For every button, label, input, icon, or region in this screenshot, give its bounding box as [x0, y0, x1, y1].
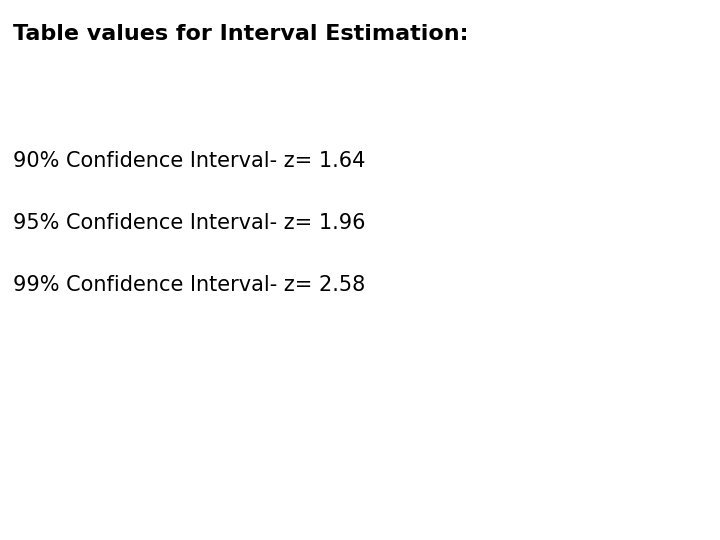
Text: 99% Confidence Interval- z= 2.58: 99% Confidence Interval- z= 2.58: [13, 275, 365, 295]
Text: 95% Confidence Interval- z= 1.96: 95% Confidence Interval- z= 1.96: [13, 213, 366, 233]
Text: 90% Confidence Interval- z= 1.64: 90% Confidence Interval- z= 1.64: [13, 151, 365, 171]
Text: Table values for Interval Estimation:: Table values for Interval Estimation:: [13, 24, 469, 44]
